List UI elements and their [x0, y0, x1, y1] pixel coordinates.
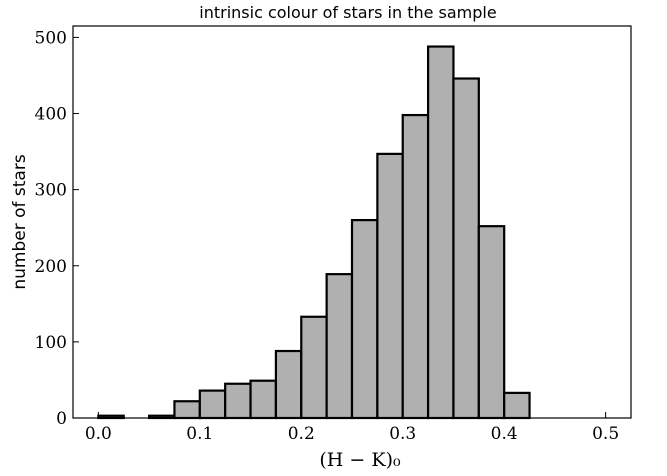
- histogram-bar-11: [401, 113, 430, 420]
- x-tick-label: 0.2: [288, 424, 315, 444]
- y-tick-label: 0: [56, 409, 67, 429]
- x-tick-label: 0.0: [85, 424, 112, 444]
- histogram-bar-7: [300, 315, 328, 420]
- histogram-bar-13: [452, 77, 480, 420]
- histogram-bar-2: [173, 400, 201, 420]
- histogram-bar-4: [224, 382, 252, 420]
- histogram-bar-9: [350, 218, 379, 420]
- y-tick-label: 100: [35, 333, 67, 353]
- y-tick-label: 500: [35, 28, 67, 48]
- plot-frame: [72, 25, 632, 419]
- x-tick-label: 0.4: [491, 424, 518, 444]
- x-tick-label: 0.1: [186, 424, 213, 444]
- histogram-bar-5: [249, 379, 278, 420]
- histogram-bar-10: [376, 152, 404, 420]
- histogram-bar-6: [274, 349, 303, 420]
- x-tick-label: 0.3: [389, 424, 416, 444]
- chart-title: intrinsic colour of stars in the sample: [199, 3, 496, 22]
- x-tick-label: 0.5: [592, 424, 619, 444]
- x-axis-label: (H − K)₀: [319, 449, 401, 471]
- y-tick-label: 400: [35, 105, 67, 125]
- histogram-bar-8: [325, 273, 354, 420]
- y-tick-label: 300: [35, 181, 67, 201]
- histogram-bar-14: [477, 225, 506, 420]
- histogram-bar-12: [426, 45, 455, 420]
- histogram-bar-15: [503, 391, 531, 420]
- y-tick-label: 200: [35, 257, 67, 277]
- x-axis-ticks: 0.0 0.1 0.2 0.3 0.4 0.5: [85, 412, 619, 444]
- y-axis-label: number of stars: [10, 154, 30, 289]
- y-axis-ticks: 0 100 200 300 400 500: [35, 28, 79, 429]
- bars-group: [97, 45, 531, 420]
- histogram-bar-3: [198, 389, 227, 420]
